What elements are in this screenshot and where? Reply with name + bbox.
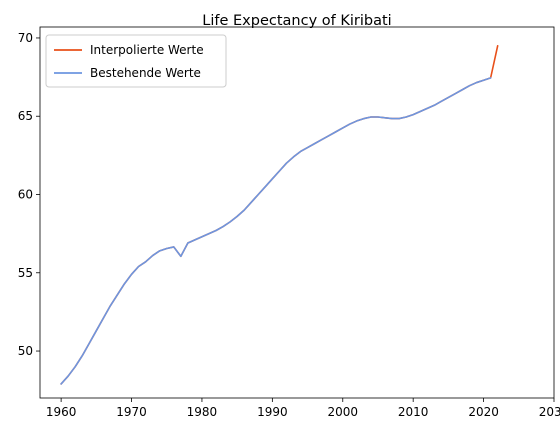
- x-tick-label: 1980: [187, 405, 218, 419]
- x-axis-ticks: 1960 1970 1980 1990 2000 2010 2020 2030: [46, 398, 560, 419]
- series-lines: [60, 44, 499, 385]
- x-tick-label: 1970: [116, 405, 147, 419]
- y-axis-ticks: 50 55 60 65 70: [18, 31, 40, 358]
- x-tick-label: 2000: [327, 405, 358, 419]
- y-tick-label: 50: [18, 344, 33, 358]
- y-tick-label: 70: [18, 31, 33, 45]
- chart-title: Life Expectancy of Kiribati: [202, 13, 391, 29]
- legend-label-existing: Bestehende Werte: [90, 66, 201, 80]
- y-tick-label: 55: [18, 266, 33, 280]
- x-tick-label: 1990: [257, 405, 288, 419]
- plot-area: 1960 1970 1980 1990 2000 2010 2020 2030 50 55 60 6…: [18, 26, 560, 419]
- y-tick-label: 65: [18, 109, 33, 123]
- x-tick-label: 2030: [539, 405, 560, 419]
- x-tick-label: 2010: [398, 405, 429, 419]
- x-tick-label: 1960: [46, 405, 77, 419]
- x-tick-label: 2020: [468, 405, 499, 419]
- y-tick-label: 60: [18, 187, 33, 201]
- legend: Interpolierte Werte Bestehende Werte: [45, 34, 227, 88]
- axes-frame: [39, 26, 555, 399]
- legend-label-interpolated: Interpolierte Werte: [90, 43, 204, 57]
- series-line-existing: [60, 77, 492, 385]
- legend-box: [45, 34, 227, 88]
